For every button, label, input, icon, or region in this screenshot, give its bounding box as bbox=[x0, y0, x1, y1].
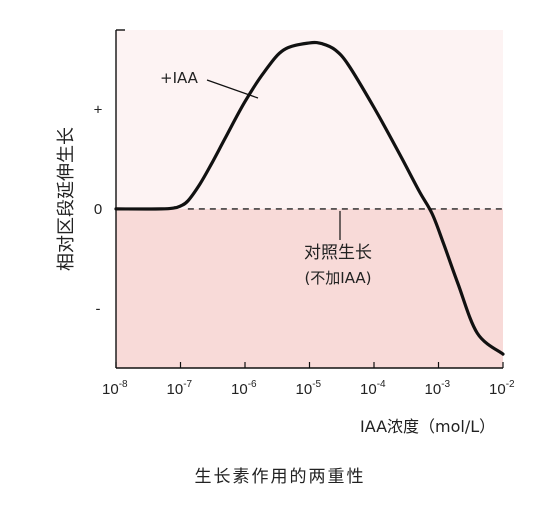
x-tick-label: 10-3 bbox=[425, 379, 451, 398]
series-iaa-curve bbox=[114, 40, 505, 356]
y-tick-label: 0 bbox=[94, 201, 102, 218]
x-tick-label: 10-4 bbox=[360, 379, 386, 398]
y-axis-label: 相对区段延伸生长 bbox=[56, 127, 77, 271]
control-growth-label: 对照生长 bbox=[304, 243, 372, 263]
x-axis-label: IAA浓度（mol/L） bbox=[360, 417, 495, 436]
series-label-leader-line bbox=[206, 79, 259, 99]
x-tick-label: 10-5 bbox=[296, 379, 322, 398]
x-tick-label: 10-7 bbox=[167, 379, 193, 398]
x-tick-label: 10-8 bbox=[102, 379, 128, 398]
y-tick-label: - bbox=[96, 300, 101, 317]
x-tick-label: 10-2 bbox=[489, 379, 515, 398]
inhibition-shaded-region bbox=[116, 208, 503, 368]
control-growth-sublabel: (不加IAA) bbox=[304, 269, 371, 287]
upper-plot-background bbox=[116, 30, 503, 209]
y-ticks: +0 - bbox=[94, 102, 103, 318]
series-label-iaa: +IAA bbox=[160, 69, 199, 87]
y-tick-label: + bbox=[94, 102, 103, 119]
figure-caption: 生长素作用的两重性 bbox=[194, 467, 366, 487]
x-tick-label: 10-6 bbox=[231, 379, 257, 398]
x-ticks: 10-8 10-7 10-6 10-5 10-4 10-3 10-2 bbox=[102, 362, 515, 398]
